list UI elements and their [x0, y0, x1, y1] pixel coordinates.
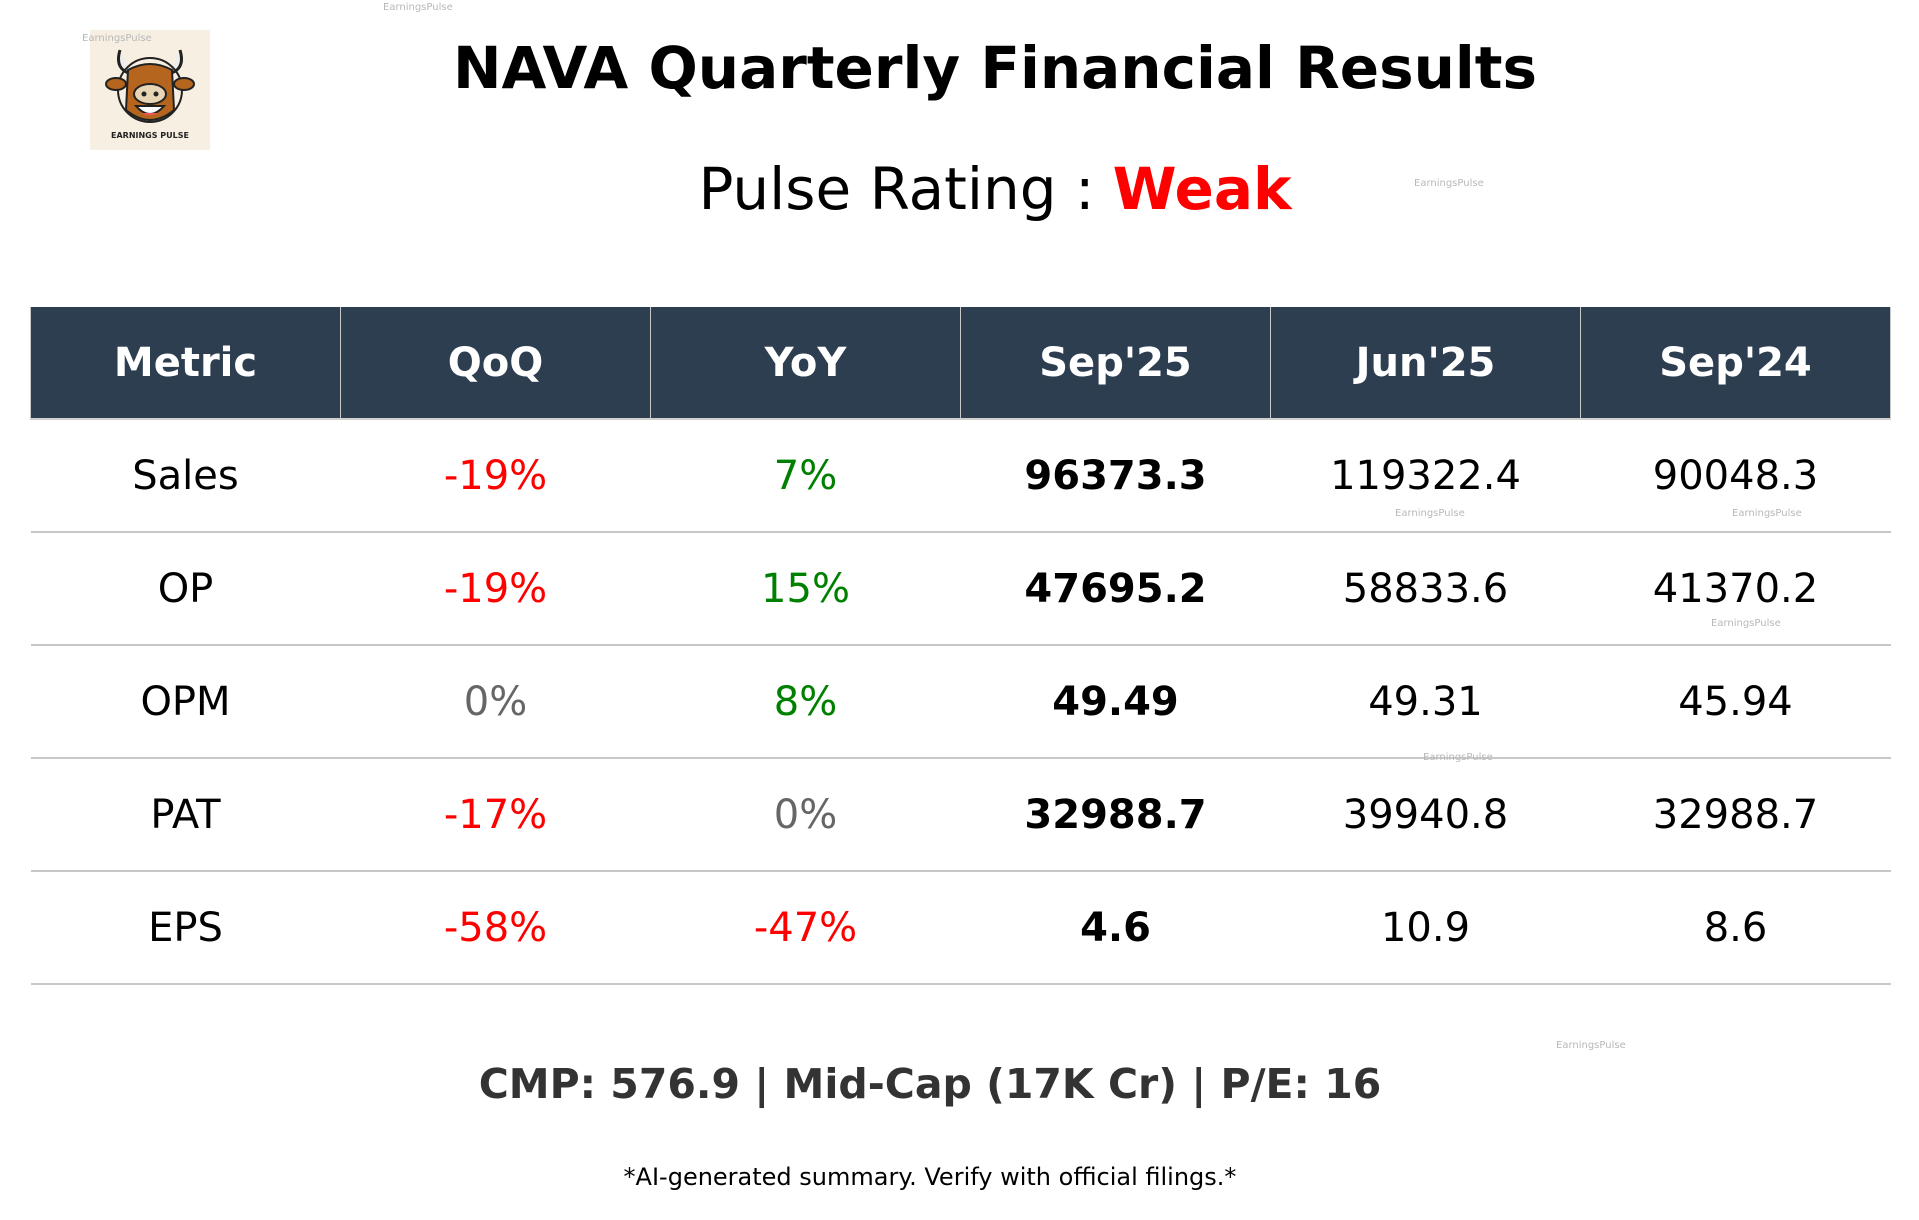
bull-icon [105, 49, 195, 123]
qoq-cell: -19% [340, 532, 651, 646]
table-row: EPS -58% -47% 4.6 10.9 8.6 [30, 871, 1891, 985]
jun25-cell: 58833.6 [1270, 532, 1581, 646]
sep24-cell: 90048.3 [1580, 419, 1891, 533]
sep25-cell: 49.49 [960, 645, 1271, 759]
watermark: EarningsPulse [1414, 178, 1484, 189]
table-row: Sales -19% 7% 96373.3 119322.4 90048.3 [30, 419, 1891, 533]
header-metric: Metric [30, 307, 341, 420]
pulse-rating-value: Weak [1112, 155, 1292, 223]
page-title: NAVA Quarterly Financial Results [452, 34, 1538, 102]
header-yoy: YoY [650, 307, 961, 420]
header-qoq: QoQ [340, 307, 651, 420]
qoq-cell: -19% [340, 419, 651, 533]
sep24-cell: 45.94 [1580, 645, 1891, 759]
jun25-cell: 39940.8 [1270, 758, 1581, 872]
yoy-cell: 0% [650, 758, 961, 872]
header-jun25: Jun'25 [1270, 307, 1581, 420]
sep25-cell: 96373.3 [960, 419, 1271, 533]
jun25-cell: 49.31 [1270, 645, 1581, 759]
metric-cell: Sales [30, 419, 341, 533]
table-row: PAT -17% 0% 32988.7 39940.8 32988.7 [30, 758, 1891, 872]
watermark: EarningsPulse [1395, 508, 1465, 519]
yoy-cell: -47% [650, 871, 961, 985]
watermark: EarningsPulse [383, 2, 453, 13]
sep25-cell: 47695.2 [960, 532, 1271, 646]
table-header-row: Metric QoQ YoY Sep'25 Jun'25 Sep'24 [30, 307, 1891, 420]
sep25-cell: 32988.7 [960, 758, 1271, 872]
metric-cell: PAT [30, 758, 341, 872]
watermark: EarningsPulse [1556, 1040, 1626, 1051]
yoy-cell: 7% [650, 419, 961, 533]
metric-cell: EPS [30, 871, 341, 985]
market-summary: CMP: 576.9 | Mid-Cap (17K Cr) | P/E: 16 [478, 1060, 1382, 1108]
sep24-cell: 41370.2 [1580, 532, 1891, 646]
jun25-cell: 119322.4 [1270, 419, 1581, 533]
watermark: EarningsPulse [1711, 618, 1781, 629]
sep24-cell: 32988.7 [1580, 758, 1891, 872]
watermark: EarningsPulse [82, 33, 152, 44]
logo-text: EARNINGS PULSE [111, 131, 189, 140]
qoq-cell: 0% [340, 645, 651, 759]
watermark: EarningsPulse [1423, 752, 1493, 763]
jun25-cell: 10.9 [1270, 871, 1581, 985]
watermark: EarningsPulse [1732, 508, 1802, 519]
header-sep25: Sep'25 [960, 307, 1271, 420]
financial-results-table: Metric QoQ YoY Sep'25 Jun'25 Sep'24 Sale… [30, 307, 1891, 985]
metric-cell: OPM [30, 645, 341, 759]
header-sep24: Sep'24 [1580, 307, 1891, 420]
disclaimer: *AI-generated summary. Verify with offic… [623, 1163, 1237, 1191]
earnings-pulse-logo: EARNINGS PULSE [90, 30, 210, 150]
metric-cell: OP [30, 532, 341, 646]
sep25-cell: 4.6 [960, 871, 1271, 985]
qoq-cell: -17% [340, 758, 651, 872]
yoy-cell: 8% [650, 645, 961, 759]
table-row: OP -19% 15% 47695.2 58833.6 41370.2 [30, 532, 1891, 646]
table-row: OPM 0% 8% 49.49 49.31 45.94 [30, 645, 1891, 759]
sep24-cell: 8.6 [1580, 871, 1891, 985]
qoq-cell: -58% [340, 871, 651, 985]
yoy-cell: 15% [650, 532, 961, 646]
pulse-rating: Pulse Rating : Weak [0, 155, 1919, 223]
pulse-rating-label: Pulse Rating : [698, 155, 1095, 223]
